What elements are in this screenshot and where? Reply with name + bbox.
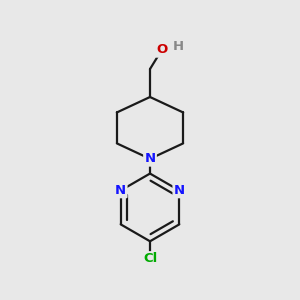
Text: N: N <box>115 184 126 197</box>
Text: N: N <box>144 152 156 165</box>
Text: O: O <box>156 44 167 56</box>
Text: N: N <box>174 184 185 197</box>
Text: H: H <box>172 40 184 53</box>
Text: Cl: Cl <box>143 252 157 266</box>
